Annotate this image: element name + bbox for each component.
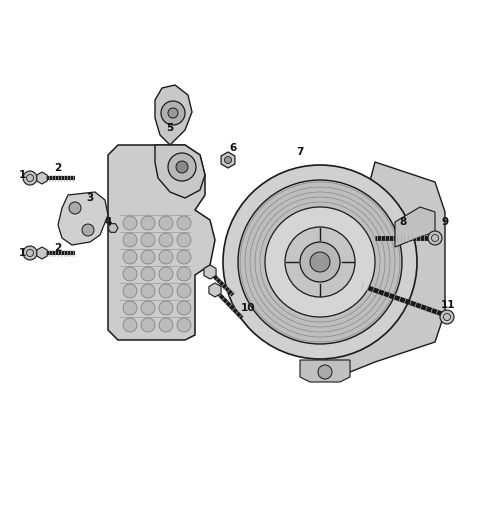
Circle shape	[23, 246, 37, 260]
Polygon shape	[58, 192, 108, 245]
Circle shape	[159, 250, 173, 264]
Circle shape	[123, 216, 137, 230]
Circle shape	[141, 284, 155, 298]
Circle shape	[428, 231, 442, 245]
Text: 2: 2	[54, 243, 61, 253]
Circle shape	[123, 233, 137, 247]
Polygon shape	[108, 145, 215, 340]
Circle shape	[177, 233, 191, 247]
Circle shape	[159, 267, 173, 281]
Circle shape	[310, 252, 330, 272]
Circle shape	[176, 161, 188, 173]
Circle shape	[238, 180, 402, 344]
Circle shape	[168, 108, 178, 118]
Circle shape	[223, 165, 417, 359]
Circle shape	[225, 157, 231, 163]
Circle shape	[141, 250, 155, 264]
Circle shape	[177, 216, 191, 230]
Polygon shape	[300, 360, 350, 382]
Circle shape	[177, 301, 191, 315]
Text: 3: 3	[86, 193, 94, 203]
Circle shape	[159, 233, 173, 247]
Circle shape	[318, 365, 332, 379]
Polygon shape	[209, 283, 221, 297]
Circle shape	[141, 318, 155, 332]
Circle shape	[177, 250, 191, 264]
Polygon shape	[37, 247, 47, 259]
Circle shape	[123, 267, 137, 281]
Text: 1: 1	[18, 248, 25, 258]
Circle shape	[123, 301, 137, 315]
Text: 8: 8	[399, 217, 407, 227]
Circle shape	[123, 250, 137, 264]
Polygon shape	[108, 224, 118, 232]
Text: 2: 2	[54, 163, 61, 173]
Polygon shape	[325, 162, 445, 372]
Circle shape	[141, 216, 155, 230]
Polygon shape	[395, 207, 435, 247]
Circle shape	[159, 216, 173, 230]
Circle shape	[161, 101, 185, 125]
Circle shape	[159, 318, 173, 332]
Circle shape	[141, 267, 155, 281]
Circle shape	[440, 310, 454, 324]
Text: 4: 4	[104, 217, 112, 227]
Polygon shape	[155, 145, 205, 198]
Circle shape	[159, 301, 173, 315]
Circle shape	[177, 267, 191, 281]
Circle shape	[141, 233, 155, 247]
Circle shape	[285, 227, 355, 297]
Circle shape	[123, 318, 137, 332]
Circle shape	[141, 301, 155, 315]
Circle shape	[300, 242, 340, 282]
Polygon shape	[155, 85, 192, 145]
Circle shape	[177, 318, 191, 332]
Text: 5: 5	[167, 123, 174, 133]
Text: 9: 9	[442, 217, 449, 227]
Circle shape	[69, 202, 81, 214]
Polygon shape	[204, 265, 216, 279]
Circle shape	[82, 224, 94, 236]
Circle shape	[168, 153, 196, 181]
Circle shape	[177, 284, 191, 298]
Text: 6: 6	[229, 143, 237, 153]
Polygon shape	[221, 152, 235, 168]
Circle shape	[159, 284, 173, 298]
Circle shape	[265, 207, 375, 317]
Text: 7: 7	[296, 147, 304, 157]
Polygon shape	[37, 172, 47, 184]
Text: 11: 11	[441, 300, 455, 310]
Circle shape	[123, 284, 137, 298]
Text: 10: 10	[241, 303, 255, 313]
Text: 1: 1	[18, 170, 25, 180]
Circle shape	[23, 171, 37, 185]
